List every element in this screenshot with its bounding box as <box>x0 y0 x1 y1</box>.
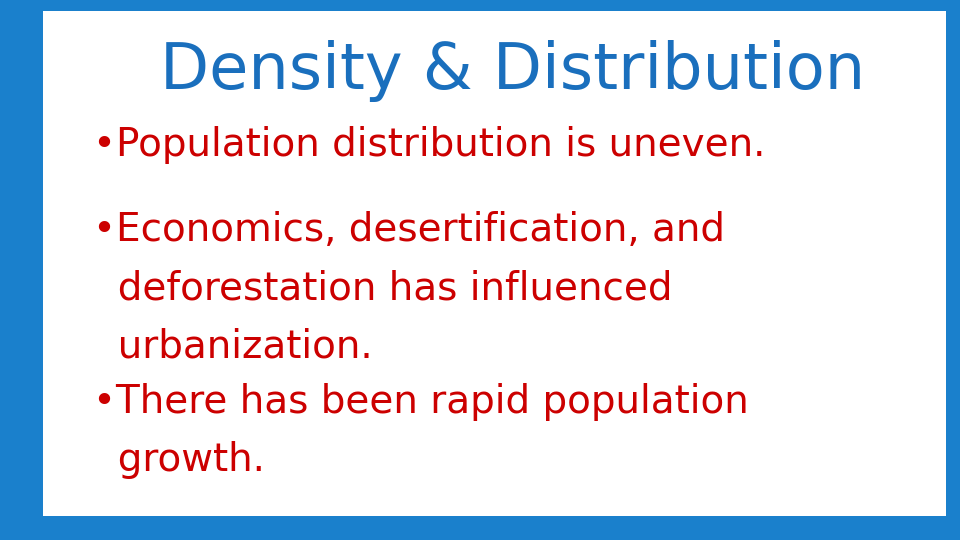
Text: growth.: growth. <box>93 441 265 479</box>
Text: Density & Distribution: Density & Distribution <box>160 40 865 103</box>
Text: •Economics, desertification, and: •Economics, desertification, and <box>93 212 725 249</box>
Text: •There has been rapid population: •There has been rapid population <box>93 383 749 421</box>
FancyBboxPatch shape <box>43 11 946 516</box>
Text: deforestation has influenced: deforestation has influenced <box>93 269 672 307</box>
Text: urbanization.: urbanization. <box>93 328 372 366</box>
Text: •Population distribution is uneven.: •Population distribution is uneven. <box>93 126 765 164</box>
